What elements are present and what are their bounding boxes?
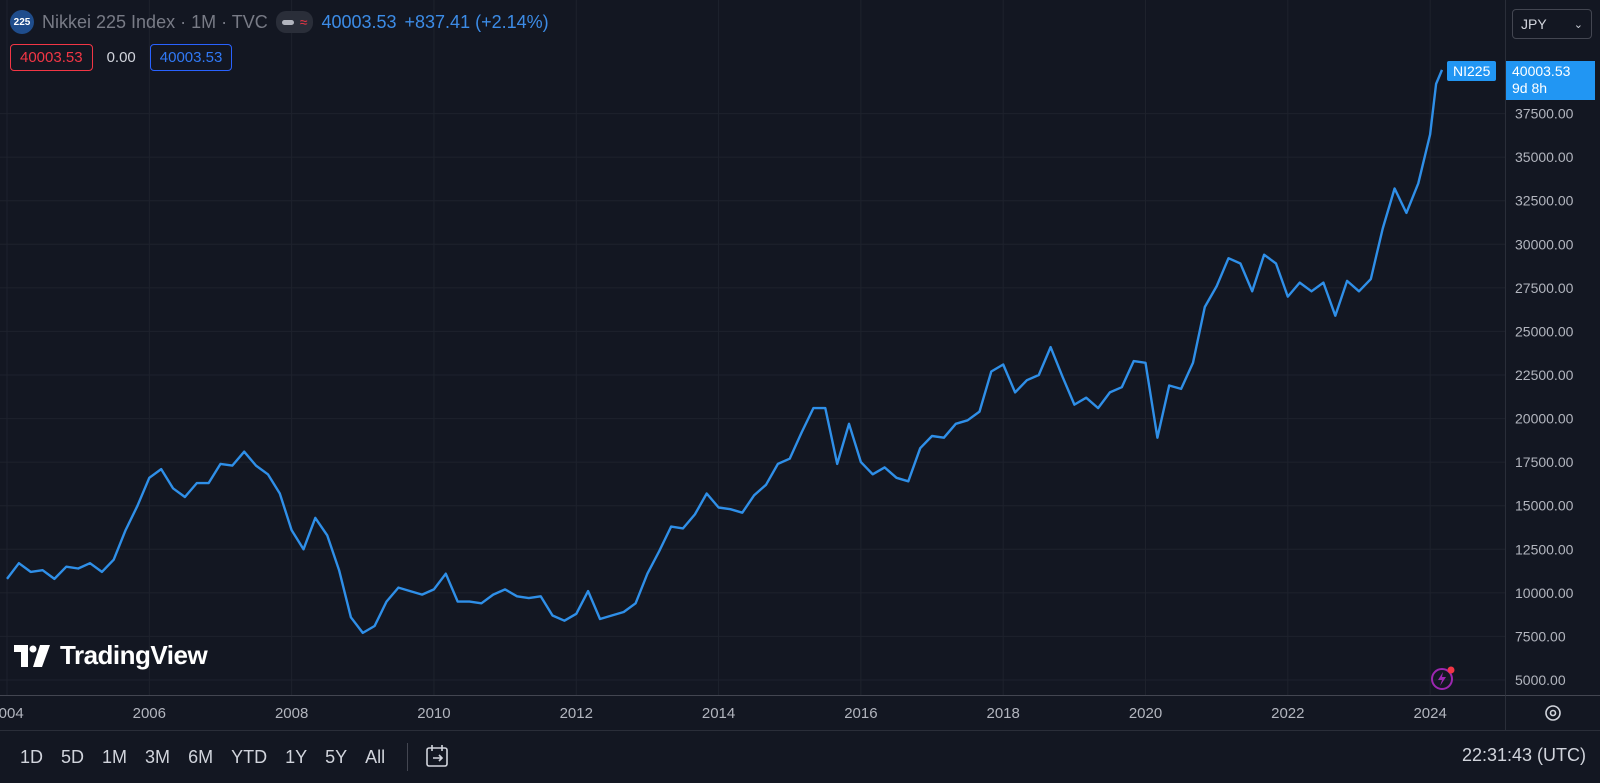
bottom-toolbar: 1D 5D 1M 3M 6M YTD 1Y 5Y All 22:31:43 (U… [0,730,1600,783]
change-value: 0.00 [106,49,136,66]
time-tick-label: 2018 [987,705,1020,722]
symbol-tag-label: NI225 [1453,63,1491,79]
range-3m-button[interactable]: 3M [145,746,171,767]
price-tick-label: 37500.00 [1515,106,1574,122]
price-tick-label: 15000.00 [1515,498,1574,514]
price-tick-label: 27500.00 [1515,280,1574,296]
last-price-tag-value: 40003.53 [1512,63,1571,79]
time-tick-label: 2014 [702,705,735,722]
time-tick-label: 2016 [844,705,877,722]
time-axis[interactable]: 2004 2006 2008 2010 2012 2014 2016 2018 2020 2022… [0,695,1505,731]
bar-countdown: 9d 8h [1512,80,1548,96]
time-axis-labels: 2004 2006 2008 2010 2012 2014 2016 2018 2020 2022… [0,705,1447,722]
price-chart[interactable] [0,0,1505,695]
price-tick-label: 22500.00 [1515,367,1574,383]
range-5d-button[interactable]: 5D [61,746,85,767]
price-axis[interactable]: 37500.00 35000.00 32500.00 30000.00 27500.00… [1505,0,1600,695]
price-axis-labels: 37500.00 35000.00 32500.00 30000.00 27500.00… [1515,106,1574,688]
time-tick-label: 2010 [417,705,450,722]
price-tick-label: 5000.00 [1515,672,1566,688]
range-selector: 1D 5D 1M 3M 6M YTD 1Y 5Y All [14,743,452,771]
value-row: 40003.53 0.00 40003.53 [10,44,233,71]
range-1d-button[interactable]: 1D [20,746,44,767]
price-tick-label: 30000.00 [1515,236,1574,252]
chevron-down-icon: ⌄ [1573,18,1583,31]
symbol-title[interactable]: Nikkei 225 Index · 1M · TVC [42,11,268,32]
price-tick-label: 20000.00 [1515,411,1574,427]
wave-icon: ≈ [299,14,308,30]
lightning-icon[interactable] [1428,664,1458,694]
price-change: +837.41 (+2.14%) [404,11,549,32]
price-tick-label: 7500.00 [1515,628,1566,644]
close-value-box[interactable]: 40003.53 [149,44,233,71]
settings-gear-icon[interactable] [1506,696,1600,731]
tradingview-watermark: TradingView [14,640,208,671]
axis-settings-corner [1505,695,1600,731]
price-tick-label: 17500.00 [1515,454,1574,470]
range-all-button[interactable]: All [365,746,386,767]
tradingview-logo-icon [14,644,50,667]
price-tick-label: 25000.00 [1515,323,1574,339]
time-tick-label: 2006 [133,705,166,722]
price-tick-label: 12500.00 [1515,541,1574,557]
utc-clock[interactable]: 22:31:43 (UTC) [1461,745,1586,765]
currency-label: JPY [1521,16,1547,32]
time-tick-label: 2012 [560,705,593,722]
chart-legend: 225 Nikkei 225 Index · 1M · TVC ≈ 40003.… [10,10,549,34]
range-5y-button[interactable]: 5Y [325,746,348,767]
range-ytd-button[interactable]: YTD [231,746,268,767]
indicator-toggle[interactable]: ≈ [275,11,314,33]
time-tick-label: 2022 [1271,705,1304,722]
currency-selector[interactable]: JPY ⌄ [1512,9,1592,39]
range-1y-button[interactable]: 1Y [285,746,308,767]
symbol-price-tag: NI225 [1447,61,1497,81]
last-price: 40003.53 [321,11,397,32]
symbol-logo-icon: 225 [10,10,34,34]
compare-icon[interactable] [424,744,452,770]
last-price-tag: 40003.53 9d 8h [1506,61,1595,100]
range-6m-button[interactable]: 6M [188,746,214,767]
price-tick-label: 32500.00 [1515,193,1574,209]
time-tick-label: 2024 [1413,705,1446,722]
price-series-line [6,69,1444,635]
chart-area[interactable]: 225 Nikkei 225 Index · 1M · TVC ≈ 40003.… [0,0,1505,695]
time-tick-label: 2020 [1129,705,1162,722]
grid-lines [0,0,1505,695]
time-tick-label: 2008 [275,705,308,722]
price-tick-label: 10000.00 [1515,585,1574,601]
line-style-icon [281,19,294,25]
price-tick-label: 35000.00 [1515,149,1574,165]
toolbar-divider [407,743,409,771]
time-tick-label: 2004 [0,705,24,722]
range-1m-button[interactable]: 1M [102,746,128,767]
tradingview-logo-text: TradingView [60,640,208,670]
open-value-box[interactable]: 40003.53 [10,44,93,71]
